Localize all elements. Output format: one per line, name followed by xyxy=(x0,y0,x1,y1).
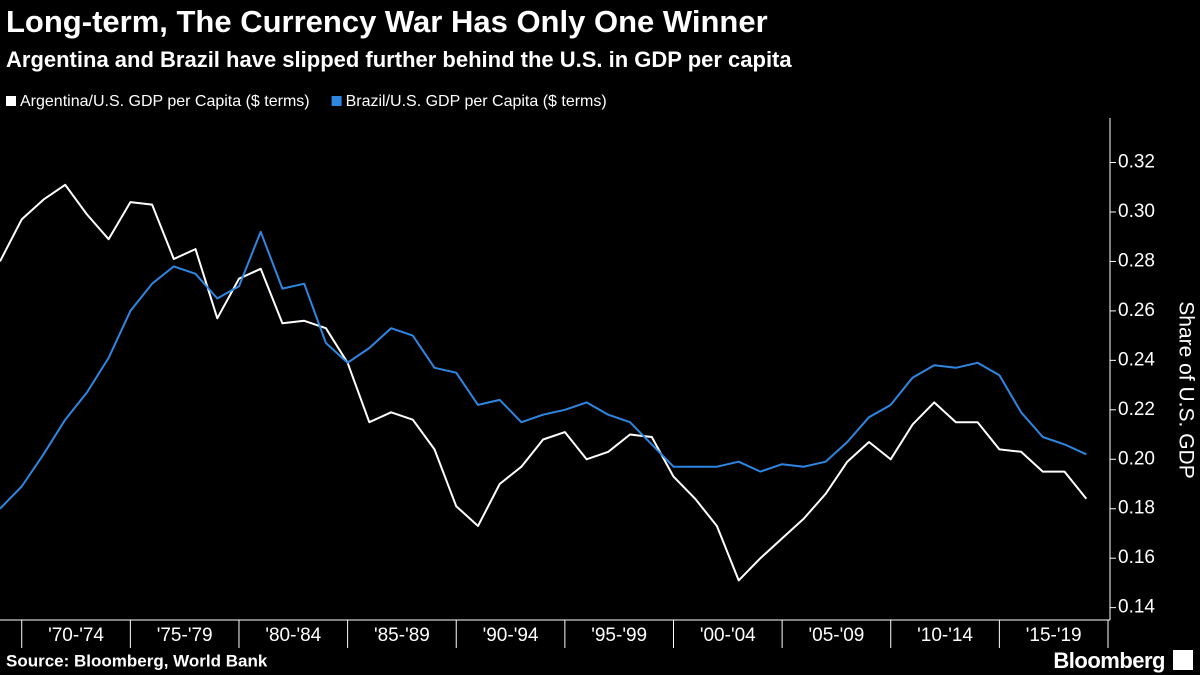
chart-subtitle: Argentina and Brazil have slipped furthe… xyxy=(6,47,792,72)
x-tick-label: '70-'74 xyxy=(48,625,104,646)
y-tick-label: 0.22 xyxy=(1118,399,1155,420)
y-tick-label: 0.16 xyxy=(1118,547,1155,568)
series-line xyxy=(0,230,1087,510)
x-tick-label: '80-'84 xyxy=(265,625,321,646)
y-tick-label: 0.32 xyxy=(1118,152,1155,173)
brand: Bloomberg xyxy=(1053,648,1165,673)
x-tick-label: '00-'04 xyxy=(700,625,756,646)
x-tick-label: '10-'14 xyxy=(917,625,973,646)
x-tick-label: '15-'19 xyxy=(1026,625,1082,646)
y-tick-label: 0.30 xyxy=(1118,201,1155,222)
x-tick-label: '85-'89 xyxy=(374,625,430,646)
y-tick-label: 0.18 xyxy=(1118,498,1155,519)
legend-swatch xyxy=(6,96,16,106)
legend-label: Brazil/U.S. GDP per Capita ($ terms) xyxy=(346,93,607,110)
legend-swatch xyxy=(331,96,342,106)
x-tick-label: '95-'99 xyxy=(591,625,647,646)
x-tick-label: '05-'09 xyxy=(809,625,865,646)
legend-label: Argentina/U.S. GDP per Capita ($ terms) xyxy=(20,93,310,110)
y-tick-label: 0.20 xyxy=(1118,448,1155,469)
brand-logo xyxy=(1173,650,1193,670)
x-tick-label: '90-'94 xyxy=(483,625,539,646)
y-tick-label: 0.26 xyxy=(1118,300,1155,321)
y-axis-label: Share of U.S. GDP xyxy=(1174,301,1197,478)
x-tick-label: '75-'79 xyxy=(157,625,213,646)
source: Source: Bloomberg, World Bank xyxy=(6,651,268,670)
y-tick-label: 0.14 xyxy=(1118,597,1155,618)
series-line xyxy=(0,183,1088,582)
chart-title: Long-term, The Currency War Has Only One… xyxy=(6,4,768,39)
y-tick-label: 0.24 xyxy=(1118,349,1155,370)
y-tick-label: 0.28 xyxy=(1118,250,1155,271)
